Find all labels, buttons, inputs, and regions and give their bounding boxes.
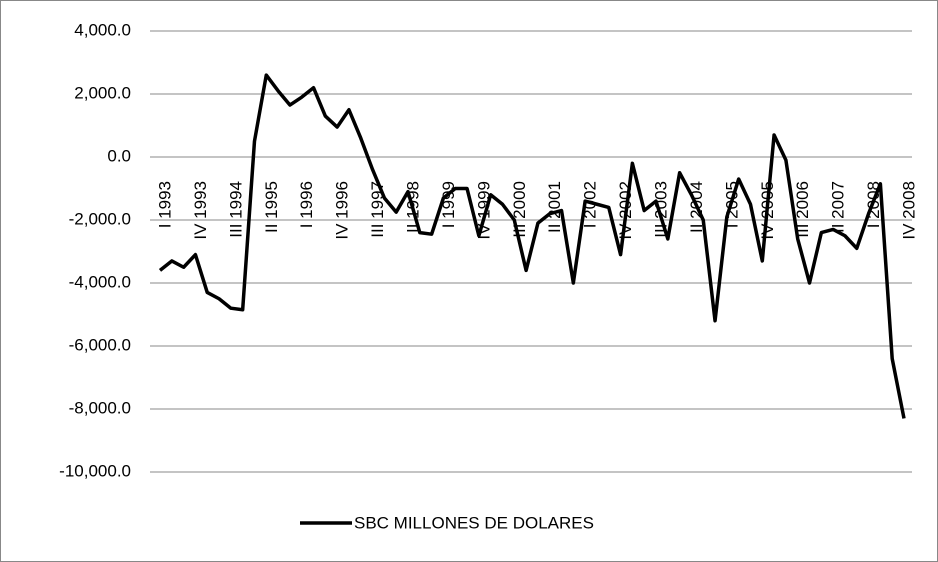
x-tick-label: I 2002 bbox=[581, 181, 600, 228]
x-tick-label: III 2003 bbox=[651, 181, 670, 238]
data-line bbox=[158, 73, 906, 419]
x-tick-label: IV 1999 bbox=[474, 181, 493, 240]
x-tick-label: I 1996 bbox=[297, 181, 316, 228]
y-tick-label: 4,000.0 bbox=[74, 20, 131, 39]
x-tick-label: I 1999 bbox=[439, 181, 458, 228]
x-tick-label: III 1994 bbox=[226, 181, 245, 238]
x-tick-label: III 2000 bbox=[510, 181, 529, 238]
y-tick-label: -10,000.0 bbox=[59, 461, 131, 480]
y-tick-label: 0.0 bbox=[107, 146, 131, 165]
y-tick-label: -6,000.0 bbox=[69, 335, 131, 354]
x-tick-label: III 1997 bbox=[368, 181, 387, 238]
y-tick-label: -4,000.0 bbox=[69, 272, 131, 291]
x-tick-label: II 2007 bbox=[829, 181, 848, 233]
y-tick-label: -2,000.0 bbox=[69, 209, 131, 228]
x-tick-label: III 2006 bbox=[793, 181, 812, 238]
legend-label: SBC MILLONES DE DOLARES bbox=[354, 513, 594, 532]
x-tick-label: IV 1996 bbox=[333, 181, 352, 240]
y-tick-label: -8,000.0 bbox=[69, 398, 131, 417]
x-tick-label: IV 1993 bbox=[191, 181, 210, 240]
x-tick-label: II 2001 bbox=[545, 181, 564, 233]
x-tick-label: IV 2008 bbox=[899, 181, 918, 240]
x-tick-label: I 1993 bbox=[155, 181, 174, 228]
x-tick-label: II 1995 bbox=[262, 181, 281, 233]
y-tick-label: 2,000.0 bbox=[74, 83, 131, 102]
